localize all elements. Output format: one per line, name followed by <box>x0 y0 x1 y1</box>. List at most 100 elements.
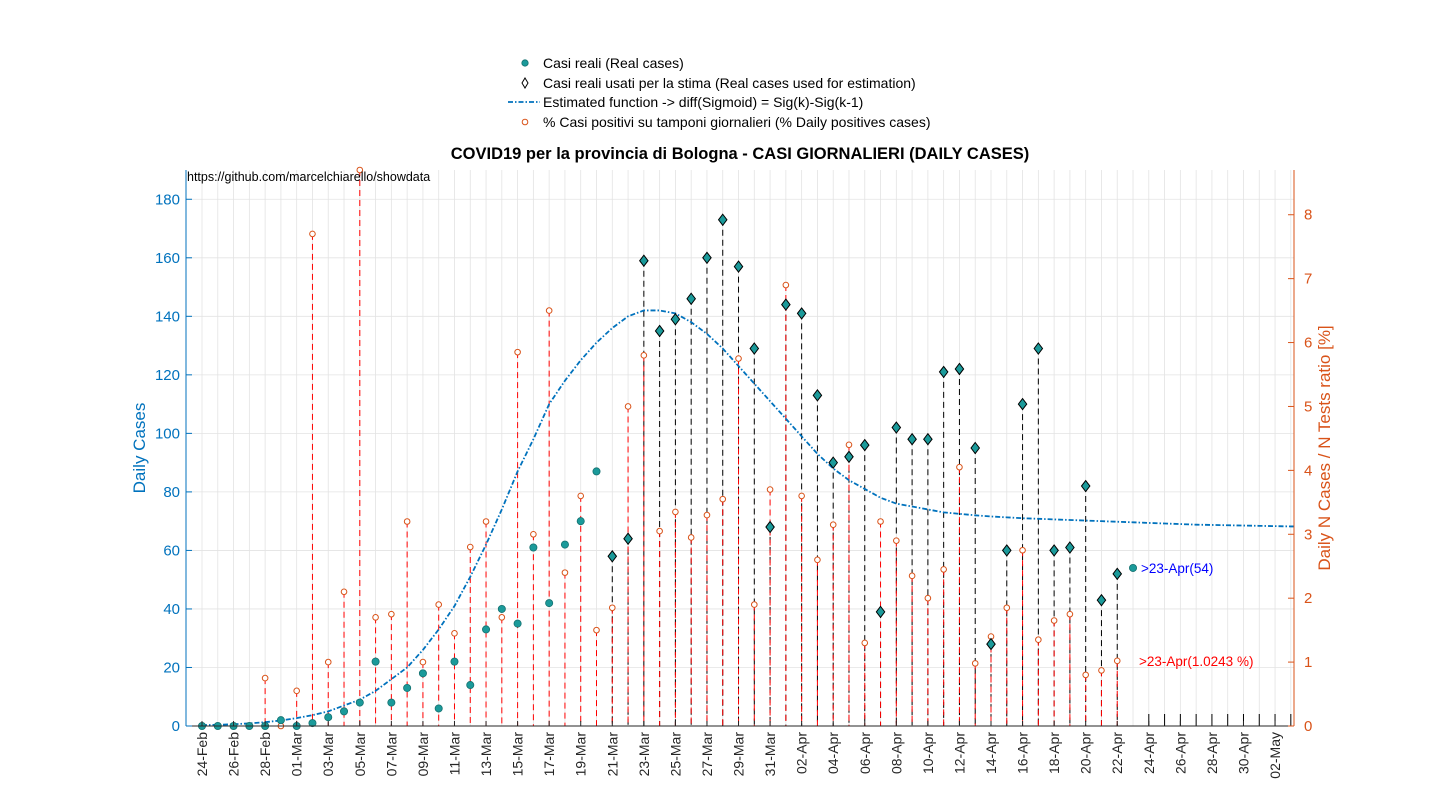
y-axis-right-label: Daily N Cases / N Tests ratio [%] <box>1315 325 1334 570</box>
real-case-diamond <box>1049 544 1059 557</box>
real-case-point <box>308 719 317 728</box>
y-tick-label-left: 80 <box>163 484 180 501</box>
real-case-point <box>576 517 585 526</box>
legend: Casi reali (Real cases) Casi reali usati… <box>508 55 930 130</box>
real-case-point <box>324 713 333 722</box>
y-tick-label-right: 4 <box>1304 462 1312 479</box>
ratio-point <box>577 492 585 500</box>
x-tick-label: 18-Apr <box>1046 732 1062 774</box>
ratio-point <box>1050 617 1058 624</box>
ratio-point <box>861 639 869 647</box>
ratio-point <box>845 441 853 449</box>
chart-title: COVID19 per la provincia di Bologna - CA… <box>451 145 1030 163</box>
markers <box>197 166 1138 731</box>
x-tick-label: 31-Mar <box>762 732 778 777</box>
y-tick-label-right: 1 <box>1304 654 1312 671</box>
real-case-diamond <box>654 324 665 338</box>
real-case-diamond <box>907 432 917 446</box>
real-case-point <box>482 625 491 634</box>
real-case-diamond <box>812 389 823 402</box>
ratio-point <box>672 508 679 516</box>
ratio-point <box>656 527 663 535</box>
legend-marker-real-cases <box>521 59 529 67</box>
ratio-point <box>624 403 632 410</box>
ratio-point <box>829 521 837 528</box>
annotation-ratio: >23-Apr(1.0243 %) <box>1139 654 1253 669</box>
y-tick-label-left: 100 <box>155 425 180 442</box>
real-case-diamond <box>639 254 649 268</box>
annotation-cases: >23-Apr(54) <box>1141 561 1213 576</box>
ratio-point <box>261 674 269 682</box>
x-tick-label: 22-Apr <box>1109 732 1125 774</box>
real-case-point <box>450 657 459 666</box>
source-note: https://github.com/marcelchiarello/showd… <box>187 170 430 184</box>
x-tick-label: 24-Feb <box>194 732 210 777</box>
real-case-point <box>497 604 506 613</box>
real-case-diamond <box>717 213 728 227</box>
ratio-point <box>814 556 821 564</box>
y-tick-label-right: 7 <box>1304 271 1312 288</box>
real-case-point <box>592 467 601 476</box>
y-tick-label-left: 40 <box>163 601 180 618</box>
real-case-point <box>340 707 349 716</box>
real-case-point <box>403 683 412 692</box>
x-tick-label: 27-Mar <box>699 732 715 777</box>
ratio-point <box>1003 604 1011 612</box>
stems <box>264 170 1292 726</box>
y-tick-label-left: 0 <box>172 718 180 735</box>
x-tick-label: 23-Mar <box>636 732 652 777</box>
ratio-point <box>514 348 521 356</box>
real-case-point <box>560 540 569 549</box>
ratio-point <box>388 610 395 618</box>
x-tick-label: 02-Apr <box>794 732 810 774</box>
real-case-diamond <box>938 365 949 379</box>
ratio-point <box>1035 636 1042 644</box>
legend-label-ratio: % Casi positivi su tamponi giornalieri (… <box>543 114 930 130</box>
ratio-point <box>340 588 348 596</box>
x-tick-label: 06-Apr <box>857 732 873 774</box>
ratio-point <box>451 630 458 637</box>
real-case-diamond <box>970 441 981 455</box>
real-case-point <box>434 704 443 713</box>
ratio-point <box>403 518 411 525</box>
ratio-point <box>877 518 884 525</box>
real-case-diamond <box>749 342 760 355</box>
x-tick-label: 26-Feb <box>226 732 242 777</box>
real-case-diamond <box>954 362 965 376</box>
real-case-point <box>355 698 364 707</box>
real-case-diamond <box>1001 544 1012 557</box>
ratio-point <box>782 281 790 289</box>
real-case-diamond <box>986 637 996 651</box>
ratio-point <box>466 543 474 551</box>
labels: 0 20 40 60 80 100 120 140 160 180 0 1 2 3 4 5 6 7 8 24-Feb 2… <box>155 191 1312 778</box>
real-case-point <box>276 716 285 725</box>
real-case-diamond <box>1080 479 1091 493</box>
x-tick-label: 14-Apr <box>983 732 999 774</box>
real-case-point <box>513 619 522 628</box>
y-tick-label-right: 3 <box>1304 526 1312 543</box>
real-case-diamond <box>1096 593 1107 607</box>
ratio-point <box>640 352 648 359</box>
x-tick-label: 19-Mar <box>573 732 589 777</box>
real-case-diamond <box>686 292 697 306</box>
real-case-diamond <box>1033 342 1044 355</box>
x-tick-label: 15-Mar <box>510 732 526 777</box>
real-case-diamond <box>765 520 775 534</box>
real-case-diamond <box>1112 567 1123 581</box>
ratio-point <box>498 614 506 621</box>
ratio-point <box>482 518 490 525</box>
legend-marker-diamond <box>521 77 529 89</box>
real-case-diamond <box>875 605 886 619</box>
ratio-point <box>1113 657 1121 665</box>
estimate-curve <box>201 309 1294 727</box>
y-tick-label-left: 20 <box>163 659 180 676</box>
ratio-point <box>1066 610 1074 618</box>
real-case-point <box>387 698 396 707</box>
y-tick-label-right: 0 <box>1304 718 1312 735</box>
real-case-diamond <box>623 532 633 546</box>
ratio-point <box>719 495 727 503</box>
legend-label-estimate: Estimated function -> diff(Sigmoid) = Si… <box>543 94 863 110</box>
y-tick-label-left: 180 <box>155 191 180 208</box>
x-tick-label: 24-Apr <box>1141 732 1157 774</box>
